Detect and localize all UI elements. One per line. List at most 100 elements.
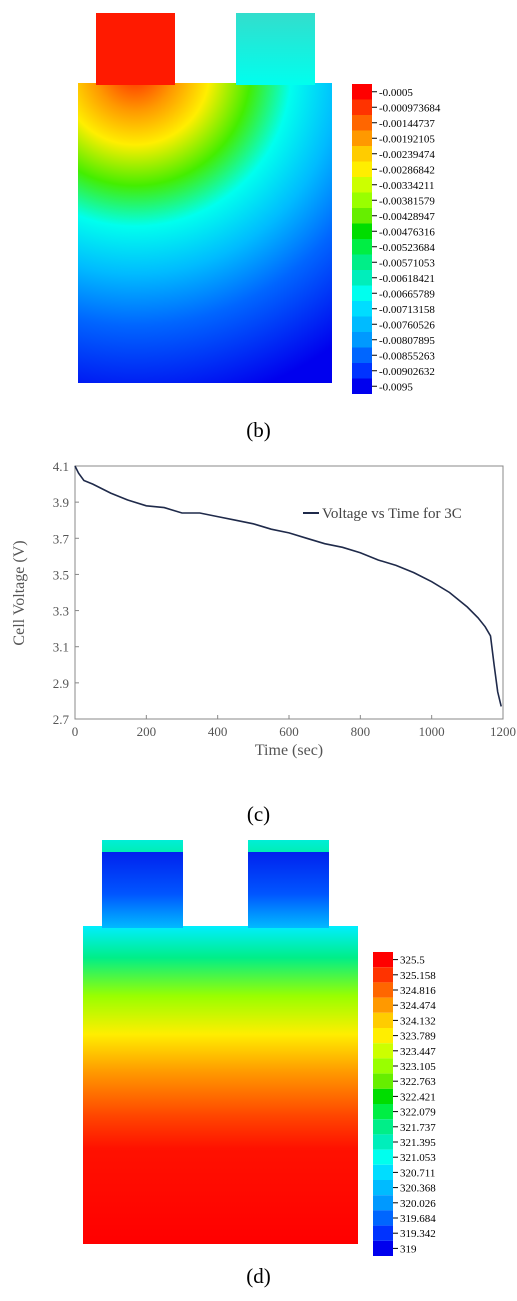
legend-swatch	[352, 316, 372, 332]
legend-value-label: -0.00902632	[379, 366, 435, 378]
legend-swatch	[352, 192, 372, 208]
legend-value-label: 319	[400, 1243, 417, 1255]
legend-value-label: -0.00760526	[379, 319, 435, 331]
legend-value-label: -0.00618421	[379, 273, 435, 285]
legend-swatch	[373, 1088, 393, 1104]
x-tick-label: 1200	[490, 724, 516, 739]
legend-swatch	[352, 347, 372, 363]
legend-value-label: 324.474	[400, 1000, 436, 1012]
legend-swatch	[373, 1164, 393, 1180]
legend-swatch	[352, 270, 372, 286]
y-tick-label: 3.3	[53, 604, 69, 619]
legend-swatch	[373, 1012, 393, 1028]
x-tick-label: 600	[279, 724, 299, 739]
legend-swatch	[373, 1180, 393, 1196]
legend-swatch	[373, 967, 393, 983]
y-tick-label: 3.1	[53, 640, 69, 655]
legend-swatch	[373, 1149, 393, 1165]
tab-gap-d	[183, 840, 248, 926]
x-tick-label: 800	[351, 724, 371, 739]
legend-swatch	[352, 223, 372, 239]
legend-value-label: -0.00571053	[379, 257, 435, 269]
caption-b: (b)	[246, 418, 271, 442]
legend-value-label: 324.132	[400, 1015, 436, 1027]
legend-value-label: -0.00192105	[379, 133, 435, 145]
top-left-blank-d	[83, 840, 102, 926]
legend-value-label: 325.158	[400, 970, 436, 982]
contour-tab-left-b	[96, 13, 175, 85]
legend-swatch	[373, 1240, 393, 1256]
legend-swatch	[352, 84, 372, 100]
contour-plot-d: 325.5 325.158 324.816 324.474 324.132 323.789…	[83, 840, 436, 1256]
caption-d: (d)	[246, 1264, 271, 1288]
legend-value-label: -0.00665789	[379, 288, 435, 300]
legend-value-label: 325.5	[400, 955, 425, 967]
legend-swatch	[352, 285, 372, 301]
y-tick-label: 3.5	[53, 567, 69, 582]
legend-value-label: -0.00428947	[379, 211, 435, 223]
legend-swatch	[352, 99, 372, 115]
legend-swatch	[352, 254, 372, 270]
top-right-blank-d	[329, 840, 358, 926]
legend-swatch	[373, 982, 393, 998]
legend-value-label: 319.342	[400, 1228, 436, 1240]
contour-tab-left-d	[102, 852, 183, 928]
legend-swatch	[373, 1225, 393, 1241]
legend-value-label: 319.684	[400, 1213, 436, 1225]
contour-panel-b: -0.0005 -0.000973684 -0.00144737 -0.0019210…	[0, 0, 517, 400]
y-tick-label: 4.1	[53, 460, 69, 474]
legend-value-label: -0.00286842	[379, 164, 435, 176]
legend-value-label: 321.053	[400, 1152, 436, 1164]
y-tick-label: 3.7	[53, 531, 70, 546]
legend-swatch	[352, 208, 372, 224]
legend-value-label: -0.0005	[379, 87, 413, 99]
contour-body-b	[78, 83, 332, 383]
y-tick-label: 2.9	[53, 676, 69, 691]
legend-swatch	[373, 1073, 393, 1089]
legend-swatch	[373, 1104, 393, 1120]
legend-value-label: -0.00239474	[379, 149, 435, 161]
legend-value-label: 320.368	[400, 1183, 436, 1195]
legend-swatch	[352, 301, 372, 317]
legend-value-label: -0.00144737	[379, 118, 435, 130]
legend-value-label: 323.789	[400, 1031, 436, 1043]
legend-swatch	[352, 146, 372, 162]
legend-swatch	[352, 378, 372, 394]
legend-value-label: -0.00855263	[379, 350, 435, 362]
legend-value-label: -0.00476316	[379, 226, 435, 238]
legend-swatch	[352, 130, 372, 146]
legend-value-label: -0.00523684	[379, 242, 435, 254]
legend-swatch	[373, 1210, 393, 1226]
legend-swatch	[352, 239, 372, 255]
x-tick-label: 1000	[419, 724, 445, 739]
x-tick-label: 200	[137, 724, 157, 739]
x-axis-ticks: 0 200 400 600 800 1000 1200	[72, 715, 516, 739]
contour-plot-b: -0.0005 -0.000973684 -0.00144737 -0.0019210…	[78, 13, 441, 394]
legend-value-label: -0.000973684	[379, 102, 441, 114]
legend-swatch	[373, 1195, 393, 1211]
legend-swatch	[373, 1058, 393, 1074]
x-tick-label: 400	[208, 724, 228, 739]
legend-swatch	[373, 1134, 393, 1150]
legend-swatch	[373, 997, 393, 1013]
x-tick-label: 0	[72, 724, 79, 739]
legend-value-label: 322.763	[400, 1076, 436, 1088]
series-line-voltage	[74, 465, 502, 707]
voltage-chart-panel: 2.7 2.9 3.1 3.3 3.5 3.7 3.9 4.1 0 200 400 600 800 10…	[0, 459, 517, 780]
legend-swatch	[373, 1043, 393, 1059]
contour-panel-d: 325.5 325.158 324.816 324.474 324.132 323.789…	[0, 840, 517, 1260]
legend-value-label: 321.395	[400, 1137, 436, 1149]
legend-value-label: 323.447	[400, 1046, 436, 1058]
y-tick-label: 3.9	[53, 495, 69, 510]
contour-tab-right-b	[236, 13, 315, 85]
caption-c: (c)	[246, 802, 271, 826]
colorbar-legend-b: -0.0005 -0.000973684 -0.00144737 -0.0019210…	[352, 84, 441, 394]
contour-body-d-main	[83, 926, 358, 1244]
x-axis-label: Time (sec)	[255, 742, 323, 759]
legend-value-label: -0.00713158	[379, 304, 435, 316]
legend-value-label: 324.816	[400, 985, 436, 997]
legend-value-label: 320.711	[400, 1167, 435, 1179]
plot-frame	[74, 465, 504, 720]
legend-value-label: -0.00334211	[379, 180, 435, 192]
legend-value-label: 322.079	[400, 1107, 436, 1119]
